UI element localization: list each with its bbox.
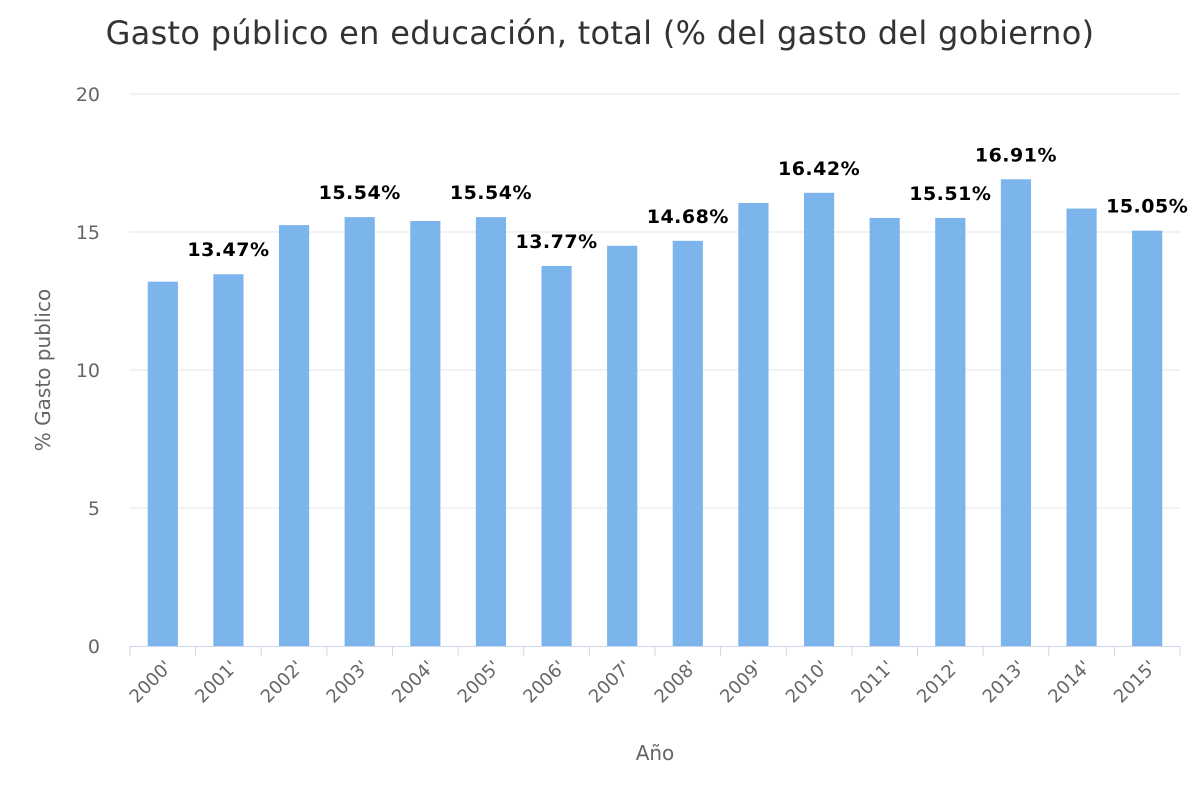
bar — [803, 192, 835, 647]
bar — [869, 217, 900, 646]
bar — [213, 274, 244, 646]
bar — [147, 281, 178, 646]
x-tick-label: 2015' — [1110, 657, 1161, 708]
x-tick-label: 2007' — [585, 657, 636, 708]
x-tick-label: 2010' — [782, 657, 833, 708]
x-tick-label: 2003' — [322, 657, 373, 708]
data-label: 15.05% — [1106, 196, 1188, 218]
bar — [475, 217, 507, 646]
bar — [672, 240, 703, 646]
x-tick-label: 2006' — [519, 657, 570, 708]
x-tick-label: 2014' — [1044, 657, 1095, 708]
x-tick-label: 2000' — [126, 657, 177, 708]
x-tick-label: 2005' — [454, 657, 505, 708]
bar — [1066, 208, 1097, 647]
bar — [1000, 179, 1032, 646]
bar — [541, 265, 572, 646]
x-axis: 2000' 2001' 2002' 2003' 2004' 2005' 2006' 2007'… — [126, 646, 1181, 708]
bar — [410, 220, 441, 646]
y-tick-label: 20 — [76, 84, 100, 106]
data-label: 14.68% — [647, 206, 729, 228]
x-tick-label: 2001' — [191, 657, 242, 708]
x-tick-label: 2002' — [257, 657, 308, 708]
bar — [344, 217, 375, 646]
data-label: 13.47% — [187, 239, 269, 261]
bar — [738, 203, 769, 646]
x-tick-label: 2008' — [651, 657, 702, 708]
data-labels: 13.47% 15.54% 15.54% 13.77% 14.68% 16.42% 15.5… — [187, 144, 1188, 261]
x-tick-label: 2013' — [979, 657, 1030, 708]
data-label: 15.54% — [450, 182, 532, 204]
y-tick-label: 0 — [88, 636, 100, 658]
y-axis: 0 5 10 15 20 — [76, 84, 100, 658]
y-tick-label: 5 — [88, 498, 100, 520]
bar — [607, 245, 638, 647]
bar — [935, 217, 966, 646]
x-axis-title: Año — [636, 741, 675, 765]
x-tick-label: 2009' — [716, 657, 767, 708]
bars — [147, 179, 1163, 647]
data-label: 16.42% — [778, 158, 860, 180]
chart-title: Gasto público en educación, total (% del… — [105, 14, 1095, 52]
data-label: 15.51% — [909, 183, 991, 205]
bar — [278, 225, 310, 646]
x-tick-label: 2004' — [388, 657, 439, 708]
data-label: 13.77% — [515, 231, 597, 253]
y-tick-label: 10 — [76, 360, 100, 382]
y-axis-title: % Gasto publico — [31, 289, 55, 451]
y-tick-label: 15 — [76, 222, 100, 244]
data-label: 16.91% — [975, 144, 1057, 166]
data-label: 15.54% — [319, 182, 401, 204]
x-tick-label: 2011' — [847, 657, 898, 708]
bar — [1132, 230, 1163, 646]
x-tick-label: 2012' — [913, 657, 964, 708]
